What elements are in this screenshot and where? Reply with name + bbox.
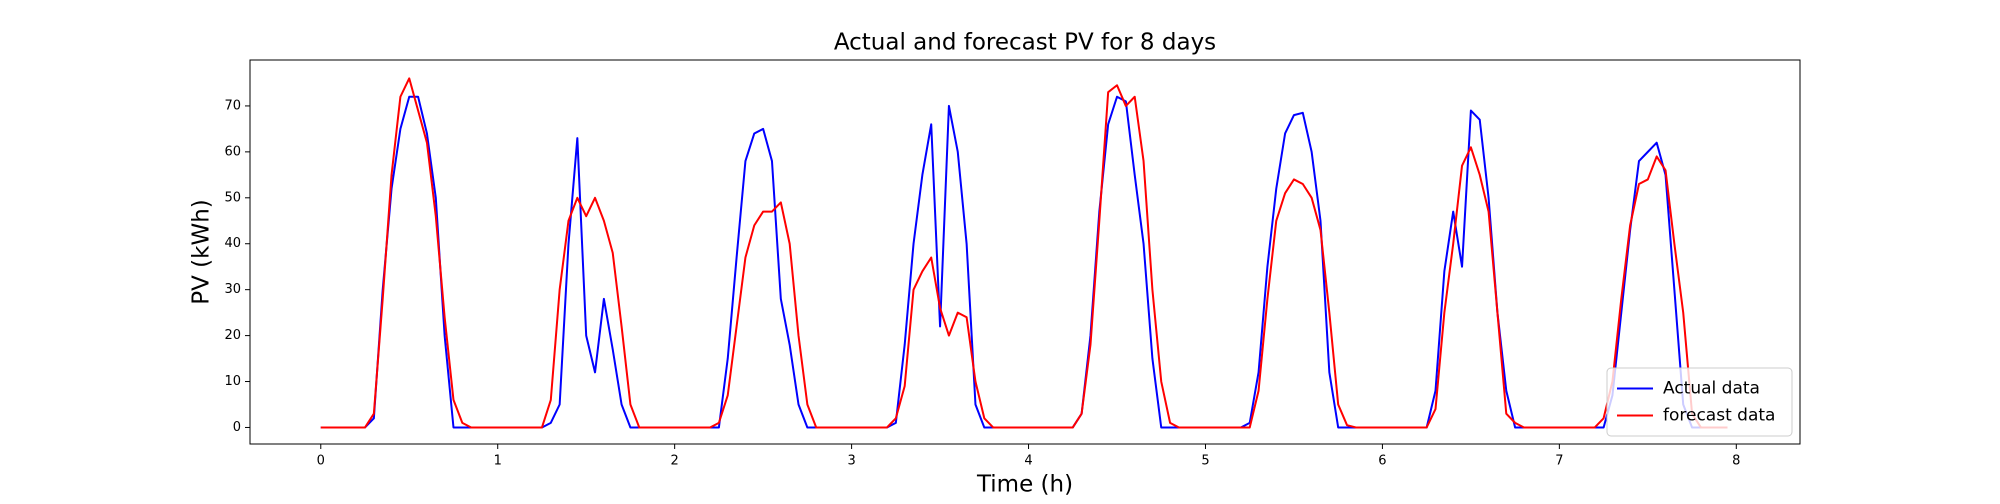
x-tick-label: 6 [1378,454,1386,469]
x-tick-label: 5 [1201,454,1209,469]
y-tick-label: 30 [224,282,241,297]
data-line [320,95,1728,429]
chart-title: Actual and forecast PV for 8 days [834,30,1216,56]
y-tick-label: 60 [224,144,241,159]
x-tick-label: 7 [1555,454,1563,469]
legend-label: Actual data [1663,379,1760,399]
y-tick-label: 20 [224,328,241,343]
y-axis-label: PV (kWh) [189,199,215,305]
x-tick-label: 0 [317,454,325,469]
x-tick-label: 8 [1732,454,1740,469]
axes-frame [249,59,1801,445]
y-tick-label: 70 [224,98,241,113]
y-tick-label: 10 [224,374,241,389]
x-tick-label: 2 [671,454,679,469]
data-line [320,77,1728,429]
y-tick-label: 40 [224,236,241,251]
legend-label: forecast data [1663,406,1775,426]
x-tick-label: 3 [847,454,855,469]
y-tick-label: 0 [233,420,241,435]
x-axis-label: Time (h) [976,472,1073,498]
y-tick-label: 50 [224,190,241,205]
x-tick-label: 1 [494,454,502,469]
x-tick-label: 4 [1024,454,1032,469]
legend-box [1606,367,1793,437]
